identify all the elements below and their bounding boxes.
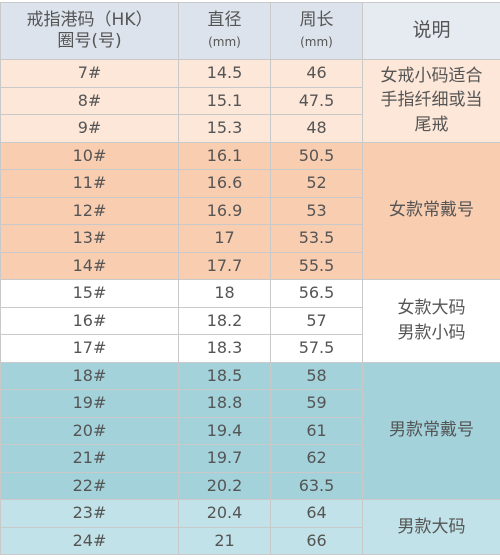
- note-text: 女戒小码适合: [380, 65, 483, 86]
- table-row: 13# 17 53.5: [0, 224, 500, 253]
- cell: 63.5: [270, 471, 363, 500]
- table-row: 19# 18.8 59: [0, 389, 500, 418]
- note-text: 尾戒: [414, 115, 449, 136]
- cell: 12#: [0, 196, 179, 225]
- note-cell: 男款大码: [362, 499, 500, 555]
- cell: 53: [270, 196, 363, 225]
- cell: 23#: [0, 499, 179, 528]
- cell: 18.3: [178, 334, 271, 363]
- cell: 57: [270, 306, 363, 335]
- cell: 18#: [0, 361, 179, 390]
- cell: 64: [270, 499, 363, 528]
- cell: 15.3: [178, 114, 271, 143]
- cell: 56.5: [270, 279, 363, 308]
- table-header: 戒指港码（HK） 圈号(号) 直径 (mm) 周长 (mm) 说明: [0, 2, 500, 60]
- cell: 19.4: [178, 416, 271, 445]
- note-text: 男款常戴号: [389, 420, 474, 441]
- cell: 21: [178, 526, 271, 555]
- cell: 7#: [0, 59, 179, 88]
- header-row: 戒指港码（HK） 圈号(号) 直径 (mm) 周长 (mm) 说明: [0, 2, 500, 60]
- note-cell: 男款常戴号: [362, 361, 500, 500]
- cell: 57.5: [270, 334, 363, 363]
- cell: 66: [270, 526, 363, 555]
- table-row: 17# 18.3 57.5: [0, 334, 500, 363]
- cell: 13#: [0, 224, 179, 253]
- cell: 18.2: [178, 306, 271, 335]
- cell: 17: [178, 224, 271, 253]
- cell: 18.5: [178, 361, 271, 390]
- cell: 18: [178, 279, 271, 308]
- header-cell: 说明: [362, 2, 500, 60]
- note-cell: 女款大码 男款小码: [362, 279, 500, 363]
- cell: 20.4: [178, 499, 271, 528]
- header-text: 直径: [207, 9, 242, 30]
- cell: 11#: [0, 169, 179, 198]
- cell: 9#: [0, 114, 179, 143]
- cell: 8#: [0, 86, 179, 115]
- cell: 22#: [0, 471, 179, 500]
- cell: 19.7: [178, 444, 271, 473]
- table-row: 22# 20.2 63.5: [0, 471, 500, 500]
- cell: 20#: [0, 416, 179, 445]
- cell: 17#: [0, 334, 179, 363]
- cell: 17.7: [178, 251, 271, 280]
- cell: 16.1: [178, 141, 271, 170]
- cell: 55.5: [270, 251, 363, 280]
- header-text: 周长: [299, 9, 334, 30]
- cell: 16.9: [178, 196, 271, 225]
- cell: 24#: [0, 526, 179, 555]
- cell: 18.8: [178, 389, 271, 418]
- table-row: 8# 15.1 47.5: [0, 86, 500, 115]
- cell: 52: [270, 169, 363, 198]
- cell: 58: [270, 361, 363, 390]
- header-cell: 戒指港码（HK） 圈号(号): [0, 2, 179, 60]
- header-text: (mm): [300, 35, 333, 49]
- cell: 16#: [0, 306, 179, 335]
- header-text: 说明: [412, 19, 451, 42]
- cell: 59: [270, 389, 363, 418]
- note-cell: 女款常戴号: [362, 141, 500, 280]
- cell: 46: [270, 59, 363, 88]
- note-text: 女款常戴号: [389, 200, 474, 221]
- table-row: 21# 19.7 62: [0, 444, 500, 473]
- note-text: 男款小码: [397, 322, 466, 343]
- cell: 21#: [0, 444, 179, 473]
- table-row: 9# 15.3 48: [0, 114, 500, 143]
- cell: 20.2: [178, 471, 271, 500]
- cell: 10#: [0, 141, 179, 170]
- note-cell: 女戒小码适合 手指纤细或当 尾戒: [362, 59, 500, 143]
- table-row: 16# 18.2 57: [0, 306, 500, 335]
- cell: 48: [270, 114, 363, 143]
- cell: 15.1: [178, 86, 271, 115]
- cell: 50.5: [270, 141, 363, 170]
- table-row: 12# 16.9 53: [0, 196, 500, 225]
- cell: 19#: [0, 389, 179, 418]
- table-row: 23# 20.4 64 男款大码: [0, 499, 500, 555]
- header-cell: 直径 (mm): [178, 2, 271, 60]
- note-text: 女款大码: [397, 298, 466, 319]
- cell: 62: [270, 444, 363, 473]
- header-text: (mm): [208, 35, 241, 49]
- cell: 14.5: [178, 59, 271, 88]
- table-row: 18# 18.5 58 男款常戴号: [0, 361, 500, 500]
- note-text: 手指纤细或当: [380, 90, 483, 111]
- table-row: 10# 16.1 50.5 女款常戴号: [0, 141, 500, 280]
- cell: 61: [270, 416, 363, 445]
- note-text: 男款大码: [397, 516, 466, 537]
- cell: 53.5: [270, 224, 363, 253]
- cell: 14#: [0, 251, 179, 280]
- cell: 16.6: [178, 169, 271, 198]
- table-row: 24# 21 66: [0, 526, 500, 555]
- header-cell: 周长 (mm): [270, 2, 363, 60]
- table-row: 11# 16.6 52: [0, 169, 500, 198]
- header-text: 圈号(号): [57, 31, 122, 51]
- table-row: 7# 14.5 46 女戒小码适合 手指纤细或当 尾戒: [0, 59, 500, 143]
- cell: 15#: [0, 279, 179, 308]
- table-body: 7# 14.5 46 女戒小码适合 手指纤细或当 尾戒 8# 15.1 47.5 9# 15.3 48…: [0, 59, 500, 555]
- table-row: 15# 18 56.5 女款大码 男款小码: [0, 279, 500, 363]
- cell: 47.5: [270, 86, 363, 115]
- header-text: 戒指港码（HK）: [26, 9, 153, 30]
